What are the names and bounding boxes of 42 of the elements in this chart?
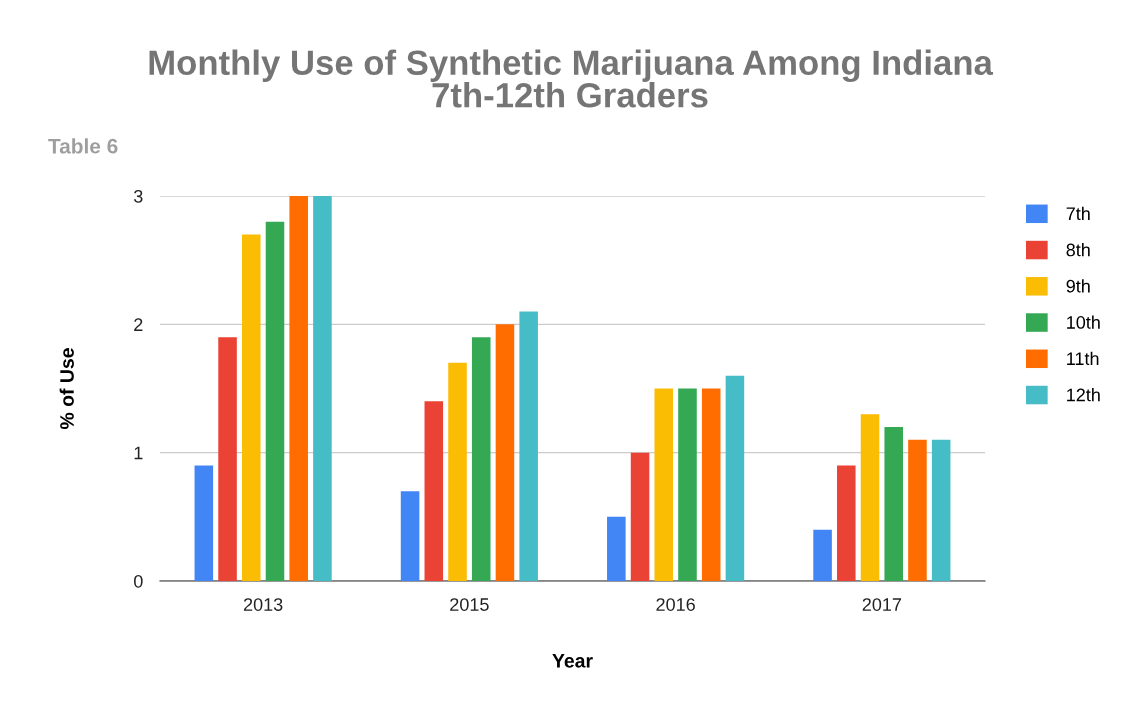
bar (837, 465, 856, 581)
bar (519, 311, 538, 581)
bar (448, 362, 467, 581)
x-tick-label: 2016 (656, 598, 695, 611)
legend-label: 9th (1066, 279, 1090, 293)
y-tick-label: 3 (133, 189, 143, 203)
legend-label: 11th (1067, 351, 1099, 366)
y-tick-label: 0 (134, 574, 143, 588)
bar (424, 401, 444, 581)
bar (607, 516, 626, 581)
bar (265, 221, 285, 581)
y-tick-label: 1 (134, 446, 143, 460)
bar (813, 529, 832, 581)
bar (701, 388, 721, 581)
chart-subtitle: Table 6 (48, 138, 118, 154)
bar (495, 324, 515, 581)
legend-label: 8th (1066, 243, 1090, 257)
bar (471, 337, 491, 581)
legend-label: 12th (1067, 388, 1100, 402)
bar (313, 196, 332, 581)
legend-label: 7th (1066, 206, 1090, 221)
bar (218, 337, 237, 581)
bar (241, 234, 261, 581)
bar (194, 465, 214, 581)
bar (400, 491, 420, 581)
y-axis-title: % of Use (59, 348, 74, 430)
chart-title: Monthly Use of Synthetic Marijuana Among Indiana 7th-12th Graders (149, 49, 994, 108)
bar (908, 439, 927, 581)
bar (931, 439, 951, 581)
bar (725, 375, 745, 581)
bar (884, 427, 904, 581)
legend-label: 10th (1067, 315, 1100, 329)
x-axis-title: Year (552, 654, 593, 668)
bar (654, 388, 674, 581)
x-tick-label: 2017 (862, 598, 902, 611)
bar (289, 196, 308, 581)
bar (860, 414, 880, 581)
bar (678, 388, 697, 581)
x-tick-label: 2015 (450, 598, 489, 611)
y-tick-label: 2 (134, 318, 143, 331)
x-tick-label: 2013 (243, 598, 283, 611)
bar (630, 452, 650, 581)
